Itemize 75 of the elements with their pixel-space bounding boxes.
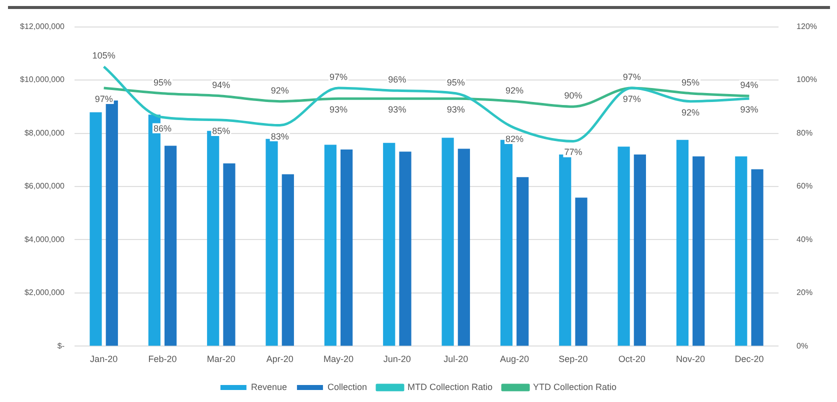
y2-tick-label: 20% bbox=[796, 288, 813, 298]
bar bbox=[399, 152, 412, 346]
data-label: 97% bbox=[622, 72, 641, 82]
y-tick-label: $12,000,000 bbox=[20, 22, 66, 32]
y2-tick-label: 60% bbox=[796, 182, 813, 191]
data-label: 93% bbox=[446, 104, 465, 115]
x-tick-label: Feb-20 bbox=[148, 354, 177, 364]
bar bbox=[751, 169, 764, 346]
x-tick-label: Jan-20 bbox=[90, 354, 118, 364]
data-label: 93% bbox=[740, 104, 758, 115]
data-label: 92% bbox=[682, 107, 700, 118]
data-label: 97% bbox=[94, 94, 113, 104]
x-tick-label: Oct-20 bbox=[618, 354, 646, 364]
data-label: 96% bbox=[388, 74, 406, 85]
data-label: 94% bbox=[212, 80, 230, 90]
data-label: 97% bbox=[330, 72, 348, 82]
bar bbox=[634, 154, 646, 346]
data-label: 86% bbox=[153, 123, 172, 134]
bar bbox=[164, 146, 177, 346]
y-tick-label: $6,000,000 bbox=[24, 182, 66, 191]
bar bbox=[324, 144, 336, 346]
legend-label: YTD Collection Ratio bbox=[533, 382, 617, 392]
y2-tick-label: 40% bbox=[796, 234, 813, 244]
data-label: 85% bbox=[212, 126, 230, 136]
bar bbox=[223, 163, 236, 346]
bar bbox=[676, 140, 689, 346]
data-label: 94% bbox=[740, 80, 758, 90]
y-tick-label: $2,000,000 bbox=[24, 288, 66, 298]
bar bbox=[559, 154, 572, 346]
y-tick-label: $8,000,000 bbox=[24, 128, 66, 138]
x-tick-label: Aug-20 bbox=[500, 354, 530, 364]
data-label: 95% bbox=[446, 77, 465, 88]
data-label: 97% bbox=[622, 94, 641, 104]
legend-label: Revenue bbox=[250, 382, 287, 392]
x-tick-label: Nov-20 bbox=[676, 354, 706, 364]
data-label: 90% bbox=[564, 90, 582, 101]
bar bbox=[692, 156, 705, 346]
bar bbox=[90, 112, 102, 346]
y2-tick-label: 80% bbox=[796, 128, 813, 138]
x-tick-label: Jul-20 bbox=[444, 354, 468, 364]
y-tick-label: $10,000,000 bbox=[20, 75, 66, 84]
data-label: 92% bbox=[270, 85, 289, 96]
x-tick-label: Sep-20 bbox=[558, 354, 588, 364]
bar bbox=[618, 146, 630, 346]
x-tick-label: Mar-20 bbox=[206, 354, 236, 364]
bar bbox=[575, 198, 588, 346]
data-label: 95% bbox=[153, 77, 172, 88]
data-label: 83% bbox=[270, 131, 289, 142]
bar bbox=[458, 148, 470, 346]
data-label: 93% bbox=[330, 104, 348, 115]
bar bbox=[340, 150, 353, 346]
y2-tick-label: 120% bbox=[796, 22, 818, 32]
y-tick-label: $4,000,000 bbox=[24, 234, 66, 244]
bar bbox=[735, 156, 748, 346]
data-label: 95% bbox=[682, 77, 700, 88]
x-tick-label: Dec-20 bbox=[734, 354, 764, 364]
bar bbox=[266, 138, 278, 346]
data-label: 82% bbox=[506, 134, 524, 144]
legend-label: MTD Collection Ratio bbox=[407, 382, 493, 392]
x-tick-label: May-20 bbox=[324, 354, 354, 364]
data-label: 105% bbox=[92, 50, 116, 61]
y-tick-label: $- bbox=[57, 341, 65, 350]
bar bbox=[282, 174, 294, 346]
legend-label: Collection bbox=[327, 382, 368, 392]
x-tick-label: Apr-20 bbox=[266, 354, 294, 364]
bar bbox=[516, 177, 529, 346]
data-label: 92% bbox=[506, 85, 524, 96]
bar bbox=[442, 138, 454, 346]
data-label: 93% bbox=[388, 104, 406, 115]
data-label: 77% bbox=[564, 147, 582, 158]
bar bbox=[383, 142, 396, 346]
y2-tick-label: 0% bbox=[796, 341, 808, 350]
bar bbox=[106, 100, 118, 346]
y2-tick-label: 100% bbox=[796, 75, 818, 84]
x-tick-label: Jun-20 bbox=[383, 354, 411, 364]
